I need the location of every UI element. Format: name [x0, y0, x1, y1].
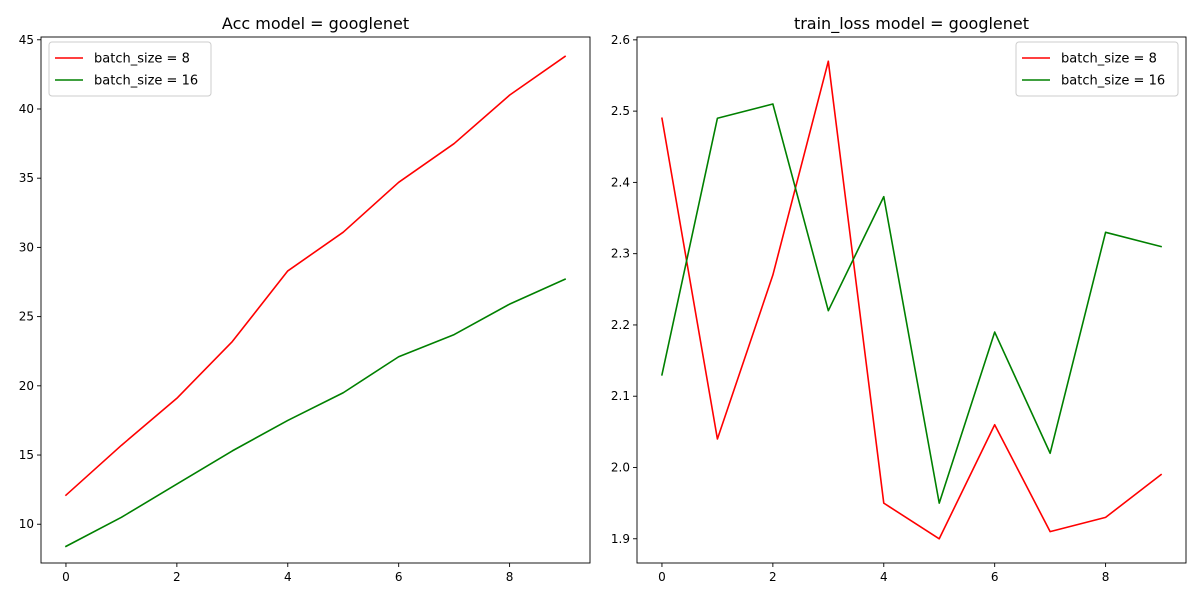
x-tick-label: 0 — [62, 570, 70, 584]
y-tick-label: 15 — [19, 448, 34, 462]
x-tick-label: 2 — [173, 570, 181, 584]
plot-area: 0 2 4 6 8 1.9 2.0 2.1 2.2 2.3 2.4 2.5 2.6 batch_size … — [611, 33, 1187, 584]
y-tick-label: 40 — [19, 102, 34, 116]
legend-label: batch_size = 8 — [1061, 52, 1157, 67]
acc-subplot: Acc model = googlenet 0 2 4 6 8 10 15 20 25 30 35 4… — [19, 14, 591, 584]
series-line-batch-size-16 — [64, 278, 567, 548]
axes-frame — [636, 36, 1187, 564]
y-tick-label: 25 — [19, 310, 34, 324]
x-tick-label: 2 — [769, 570, 777, 584]
legend-label: batch_size = 16 — [94, 74, 198, 89]
y-tick-label: 2.0 — [611, 460, 630, 474]
x-tick-label: 4 — [880, 570, 888, 584]
series-line-batch-size-8 — [661, 60, 1163, 540]
legend: batch_size = 8 batch_size = 16 — [48, 41, 212, 97]
x-tick-label: 0 — [658, 570, 666, 584]
x-tick-label: 4 — [284, 570, 292, 584]
y-tick-label: 10 — [19, 517, 34, 531]
y-tick-label: 30 — [19, 240, 34, 254]
series-line-batch-size-16 — [660, 103, 1163, 504]
legend-label: batch_size = 8 — [94, 52, 190, 67]
x-tick-label: 8 — [1102, 570, 1110, 584]
chart-title: train_loss model = googlenet — [794, 14, 1029, 34]
chart-title: Acc model = googlenet — [222, 14, 409, 33]
legend-box — [1015, 41, 1179, 97]
y-tick-label: 35 — [19, 171, 34, 185]
y-tick-label: 1.9 — [611, 532, 630, 546]
legend-box — [48, 41, 212, 97]
axes-frame — [40, 36, 591, 564]
legend: batch_size = 8 batch_size = 16 — [1015, 41, 1179, 97]
y-tick-label: 2.2 — [611, 318, 630, 332]
x-tick-label: 6 — [991, 570, 999, 584]
y-tick-label: 2.1 — [611, 389, 630, 403]
legend-label: batch_size = 16 — [1061, 74, 1165, 89]
y-tick-label: 45 — [19, 33, 34, 47]
series-line-batch-size-8 — [64, 55, 567, 497]
x-tick-label: 6 — [395, 570, 403, 584]
y-tick-label: 20 — [19, 379, 34, 393]
train-loss-subplot: train_loss model = googlenet 0 2 4 6 8 1.9 2.0… — [611, 14, 1187, 584]
y-tick-label: 2.3 — [611, 247, 630, 261]
y-tick-label: 2.4 — [611, 175, 630, 189]
x-tick-label: 8 — [506, 570, 514, 584]
y-tick-label: 2.5 — [611, 104, 630, 118]
y-tick-label: 2.6 — [611, 33, 630, 47]
